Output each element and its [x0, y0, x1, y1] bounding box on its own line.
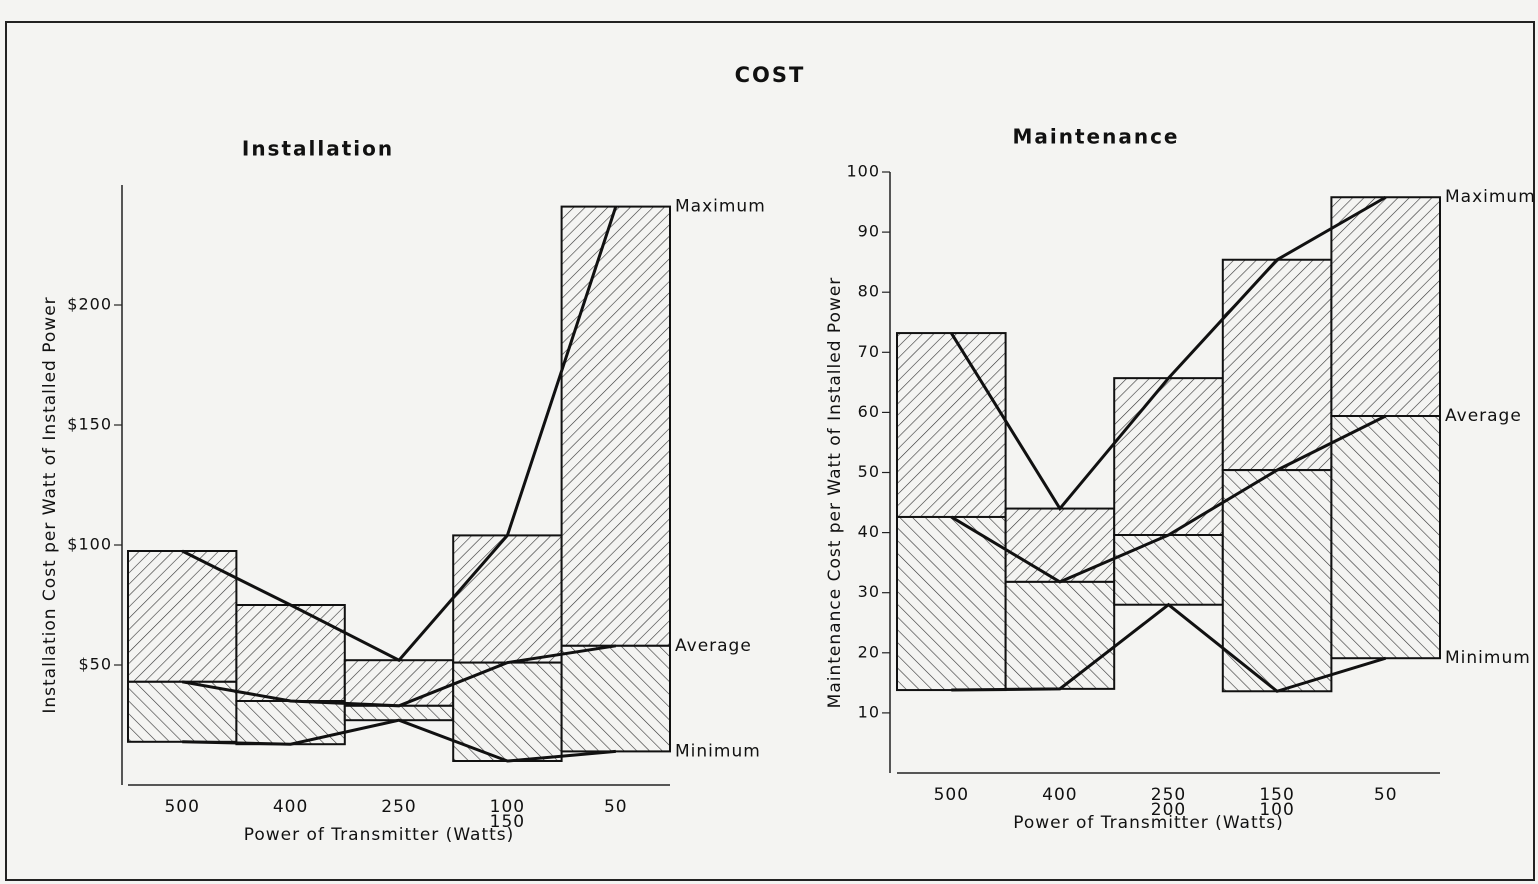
lower-box [1113, 534, 1224, 606]
series-line [181, 644, 617, 708]
y-tick-label: 80 [858, 282, 880, 301]
page-title: COST [735, 63, 806, 87]
x-tick-label: 500 [934, 785, 969, 805]
y-tick-label: 20 [858, 642, 880, 661]
upper-box [560, 205, 671, 647]
y-axis-label: Installation Cost per Watt of Installed … [40, 296, 60, 713]
y-tick-label: 30 [858, 582, 880, 601]
upper-box [1004, 507, 1116, 583]
series-label: Minimum [1445, 648, 1531, 668]
y-tick-label: 100 [846, 162, 880, 181]
series-label: Minimum [675, 741, 761, 761]
chart-title: Installation [242, 137, 394, 161]
upper-box [343, 659, 455, 707]
x-tick-label: 200 [1151, 800, 1186, 820]
x-tick-label: 100 [1259, 800, 1294, 820]
series-line [950, 195, 1387, 512]
x-tick-label: 150 [490, 812, 525, 832]
lower-box [343, 704, 455, 722]
y-axis-label: Maintenance Cost per Watt of Installed P… [825, 277, 845, 709]
series-line [951, 602, 1387, 693]
upper-box [1221, 258, 1333, 472]
series-line [181, 206, 618, 663]
upper-box [235, 604, 346, 702]
x-axis-label: Power of Transmitter (Watts) [1013, 813, 1284, 833]
lower-box [452, 661, 563, 762]
x-tick-label: 150 [1259, 785, 1294, 805]
series-line [182, 718, 616, 763]
y-tick-label: $100 [67, 535, 112, 554]
x-tick-label: 250 [1151, 785, 1186, 805]
upper-box [1330, 196, 1442, 418]
x-tick-label: 50 [1374, 785, 1398, 805]
x-axis-label: Power of Transmitter (Watts) [244, 825, 515, 845]
lower-box [1330, 415, 1442, 660]
y-tick-label: 10 [858, 702, 880, 721]
y-tick-label: $200 [67, 295, 112, 314]
x-tick-label: 50 [604, 797, 628, 817]
chart-title: Maintenance [1012, 125, 1179, 149]
frame [5, 21, 1535, 881]
upper-box [452, 534, 563, 664]
y-tick-label: $150 [67, 415, 112, 434]
y-tick-label: 90 [858, 222, 880, 241]
upper-box [896, 332, 1007, 518]
series-label: Maximum [675, 197, 766, 217]
y-tick-label: 60 [858, 402, 880, 421]
x-tick-label: 400 [1042, 785, 1077, 805]
y-tick-label: 40 [858, 522, 880, 541]
x-tick-label: 100 [490, 797, 525, 817]
y-tick-label: $50 [78, 655, 112, 674]
series-line [950, 414, 1387, 584]
series-label: Average [675, 636, 752, 656]
series-label: Average [1445, 406, 1522, 426]
lower-box [127, 680, 238, 743]
y-tick-label: 50 [858, 462, 880, 481]
lower-box [1221, 469, 1333, 693]
lower-box [1004, 580, 1116, 690]
lower-box [560, 644, 671, 753]
lower-box [235, 700, 346, 746]
y-tick-label: 70 [858, 342, 880, 361]
x-tick-label: 250 [381, 797, 416, 817]
x-tick-label: 400 [273, 797, 308, 817]
x-tick-label: 500 [164, 797, 199, 817]
series-label: Maximum [1445, 187, 1536, 207]
lower-box [896, 515, 1007, 692]
